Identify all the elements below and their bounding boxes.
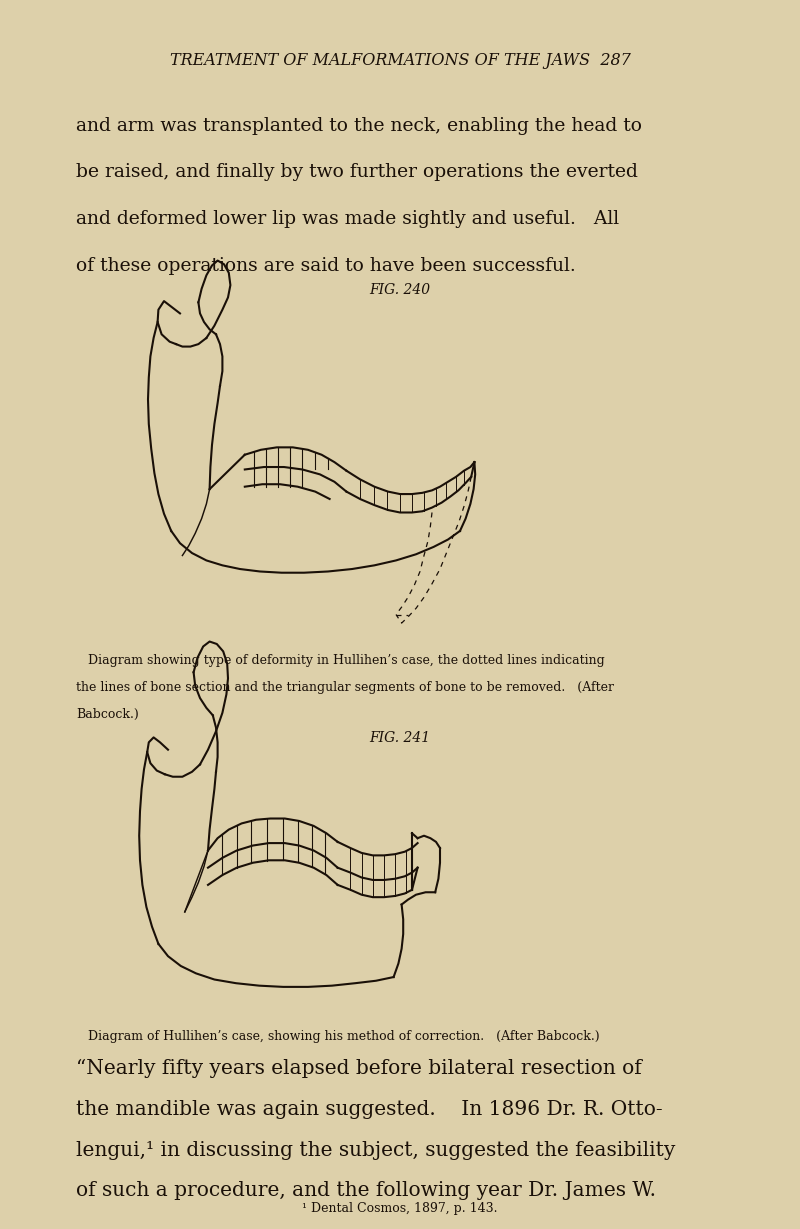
Text: “Nearly fifty years elapsed before bilateral resection of: “Nearly fifty years elapsed before bilat…: [76, 1059, 642, 1079]
Text: the mandible was again suggested.    In 1896 Dr. R. Otto-: the mandible was again suggested. In 189…: [76, 1100, 662, 1118]
Text: the lines of bone section and the triangular segments of bone to be removed.   (: the lines of bone section and the triang…: [76, 681, 614, 694]
Text: TREATMENT OF MALFORMATIONS OF THE JAWS  287: TREATMENT OF MALFORMATIONS OF THE JAWS 2…: [170, 52, 630, 69]
Text: be raised, and finally by two further operations the everted: be raised, and finally by two further op…: [76, 163, 638, 182]
Text: Diagram of Hullihen’s case, showing his method of correction.   (After Babcock.): Diagram of Hullihen’s case, showing his …: [76, 1030, 600, 1043]
Text: ¹ Dental Cosmos, 1897, p. 143.: ¹ Dental Cosmos, 1897, p. 143.: [302, 1202, 498, 1215]
Text: and arm was transplanted to the neck, enabling the head to: and arm was transplanted to the neck, en…: [76, 117, 642, 135]
Text: of such a procedure, and the following year Dr. James W.: of such a procedure, and the following y…: [76, 1181, 656, 1200]
Text: FIG. 240: FIG. 240: [370, 283, 430, 296]
Text: lengui,¹ in discussing the subject, suggested the feasibility: lengui,¹ in discussing the subject, sugg…: [76, 1141, 675, 1159]
Text: of these operations are said to have been successful.: of these operations are said to have bee…: [76, 257, 576, 275]
Text: and deformed lower lip was made sightly and useful.   All: and deformed lower lip was made sightly …: [76, 210, 619, 229]
Text: FIG. 241: FIG. 241: [370, 731, 430, 745]
Text: Diagram showing type of deformity in Hullihen’s case, the dotted lines indicatin: Diagram showing type of deformity in Hul…: [76, 654, 605, 667]
Text: Babcock.): Babcock.): [76, 708, 138, 721]
